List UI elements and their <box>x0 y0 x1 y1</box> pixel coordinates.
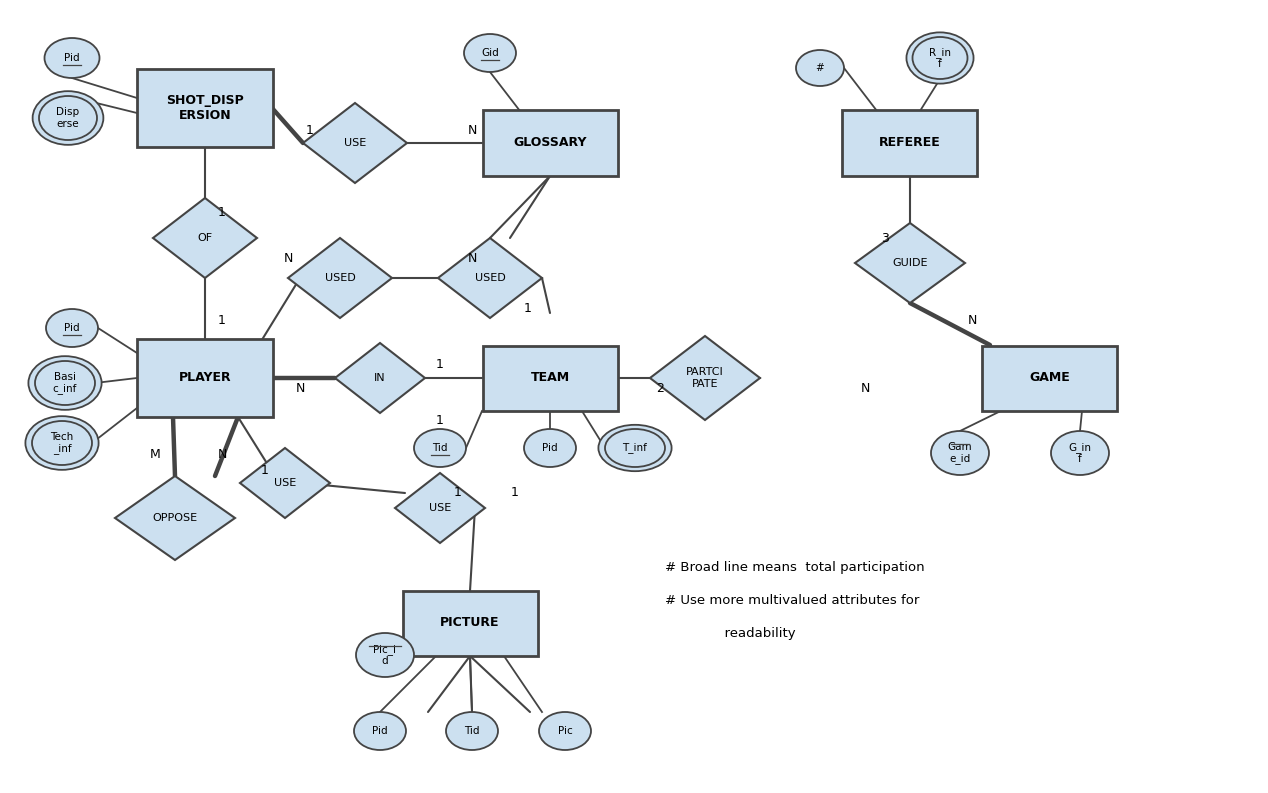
Text: N: N <box>283 251 293 265</box>
Ellipse shape <box>33 91 104 145</box>
Text: N: N <box>967 315 976 328</box>
Text: OF: OF <box>198 233 213 243</box>
Text: Pic_i
d: Pic_i d <box>374 644 397 666</box>
Text: USED: USED <box>474 273 506 283</box>
Text: #: # <box>815 63 824 73</box>
Text: Basi
c_inf: Basi c_inf <box>53 372 77 394</box>
Text: REFEREE: REFEREE <box>879 136 941 150</box>
Text: 1: 1 <box>261 465 269 477</box>
Ellipse shape <box>796 50 844 86</box>
Text: USE: USE <box>274 478 297 488</box>
Ellipse shape <box>354 712 406 750</box>
Text: T_inf: T_inf <box>623 442 648 454</box>
Text: PICTURE: PICTURE <box>440 616 500 630</box>
Bar <box>842 110 978 175</box>
Bar <box>402 591 538 656</box>
Text: Tid: Tid <box>432 443 448 453</box>
Ellipse shape <box>913 37 967 79</box>
Text: Pid: Pid <box>65 323 80 333</box>
Ellipse shape <box>25 416 99 469</box>
Bar <box>137 69 273 147</box>
Polygon shape <box>303 103 407 183</box>
Text: USE: USE <box>344 138 366 148</box>
Text: # Use more multivalued attributes for: # Use more multivalued attributes for <box>664 595 919 607</box>
Text: Tid: Tid <box>464 726 479 736</box>
Text: 3: 3 <box>881 232 889 244</box>
Text: N: N <box>860 381 870 394</box>
Ellipse shape <box>446 712 498 750</box>
Polygon shape <box>240 448 330 518</box>
Text: GAME: GAME <box>1030 371 1070 385</box>
Ellipse shape <box>46 309 98 347</box>
Text: 1: 1 <box>436 358 444 371</box>
Text: IN: IN <box>374 373 385 383</box>
Ellipse shape <box>44 38 99 78</box>
Text: 1: 1 <box>436 415 444 427</box>
Polygon shape <box>437 238 541 318</box>
Text: Pic: Pic <box>558 726 572 736</box>
Text: N: N <box>468 125 477 137</box>
Polygon shape <box>396 473 484 543</box>
Polygon shape <box>288 238 392 318</box>
Ellipse shape <box>1051 431 1110 475</box>
Ellipse shape <box>28 356 101 410</box>
Ellipse shape <box>907 33 974 83</box>
Text: # Broad line means  total participation: # Broad line means total participation <box>664 561 924 574</box>
Text: readability: readability <box>664 627 795 641</box>
Text: GLOSSARY: GLOSSARY <box>514 136 587 150</box>
Text: 1: 1 <box>454 486 462 500</box>
Ellipse shape <box>39 96 96 140</box>
Text: Tech
_inf: Tech _inf <box>51 431 74 454</box>
Text: Gid: Gid <box>481 48 498 58</box>
Text: 1: 1 <box>306 125 314 137</box>
Text: USE: USE <box>429 503 451 513</box>
Ellipse shape <box>32 421 93 465</box>
Bar <box>483 110 618 175</box>
Text: N: N <box>468 251 477 265</box>
Ellipse shape <box>356 633 413 677</box>
Text: Gam
e_id: Gam e_id <box>947 442 973 464</box>
Text: 2: 2 <box>656 381 664 394</box>
Polygon shape <box>650 336 760 420</box>
Text: PLAYER: PLAYER <box>179 371 231 385</box>
Text: 1: 1 <box>218 315 226 328</box>
Text: SHOT_DISP
ERSION: SHOT_DISP ERSION <box>166 94 243 122</box>
Text: 1: 1 <box>524 301 533 315</box>
Text: Pid: Pid <box>65 53 80 63</box>
Bar <box>137 339 273 417</box>
Ellipse shape <box>524 429 576 467</box>
Ellipse shape <box>413 429 467 467</box>
Ellipse shape <box>931 431 989 475</box>
Polygon shape <box>115 476 235 560</box>
Polygon shape <box>855 223 965 303</box>
Ellipse shape <box>464 34 516 72</box>
Text: PARTCI
PATE: PARTCI PATE <box>686 367 724 389</box>
Text: USED: USED <box>325 273 355 283</box>
Text: Pid: Pid <box>373 726 388 736</box>
Text: Pid: Pid <box>543 443 558 453</box>
Text: M: M <box>150 449 160 462</box>
Ellipse shape <box>598 425 672 471</box>
Text: R_in
f: R_in f <box>929 47 951 69</box>
Text: N: N <box>217 449 227 462</box>
Text: GUIDE: GUIDE <box>893 258 928 268</box>
Text: 1: 1 <box>218 206 226 220</box>
Text: Disp
erse: Disp erse <box>57 107 80 128</box>
Ellipse shape <box>605 429 664 467</box>
Ellipse shape <box>36 361 95 405</box>
Polygon shape <box>153 198 257 278</box>
Text: N: N <box>295 381 304 394</box>
Text: G_in
f: G_in f <box>1069 442 1092 464</box>
Text: OPPOSE: OPPOSE <box>152 513 198 523</box>
Bar <box>983 346 1117 411</box>
Text: 1: 1 <box>511 486 519 500</box>
Text: TEAM: TEAM <box>530 371 569 385</box>
Polygon shape <box>335 343 425 413</box>
Ellipse shape <box>539 712 591 750</box>
Bar <box>483 346 618 411</box>
